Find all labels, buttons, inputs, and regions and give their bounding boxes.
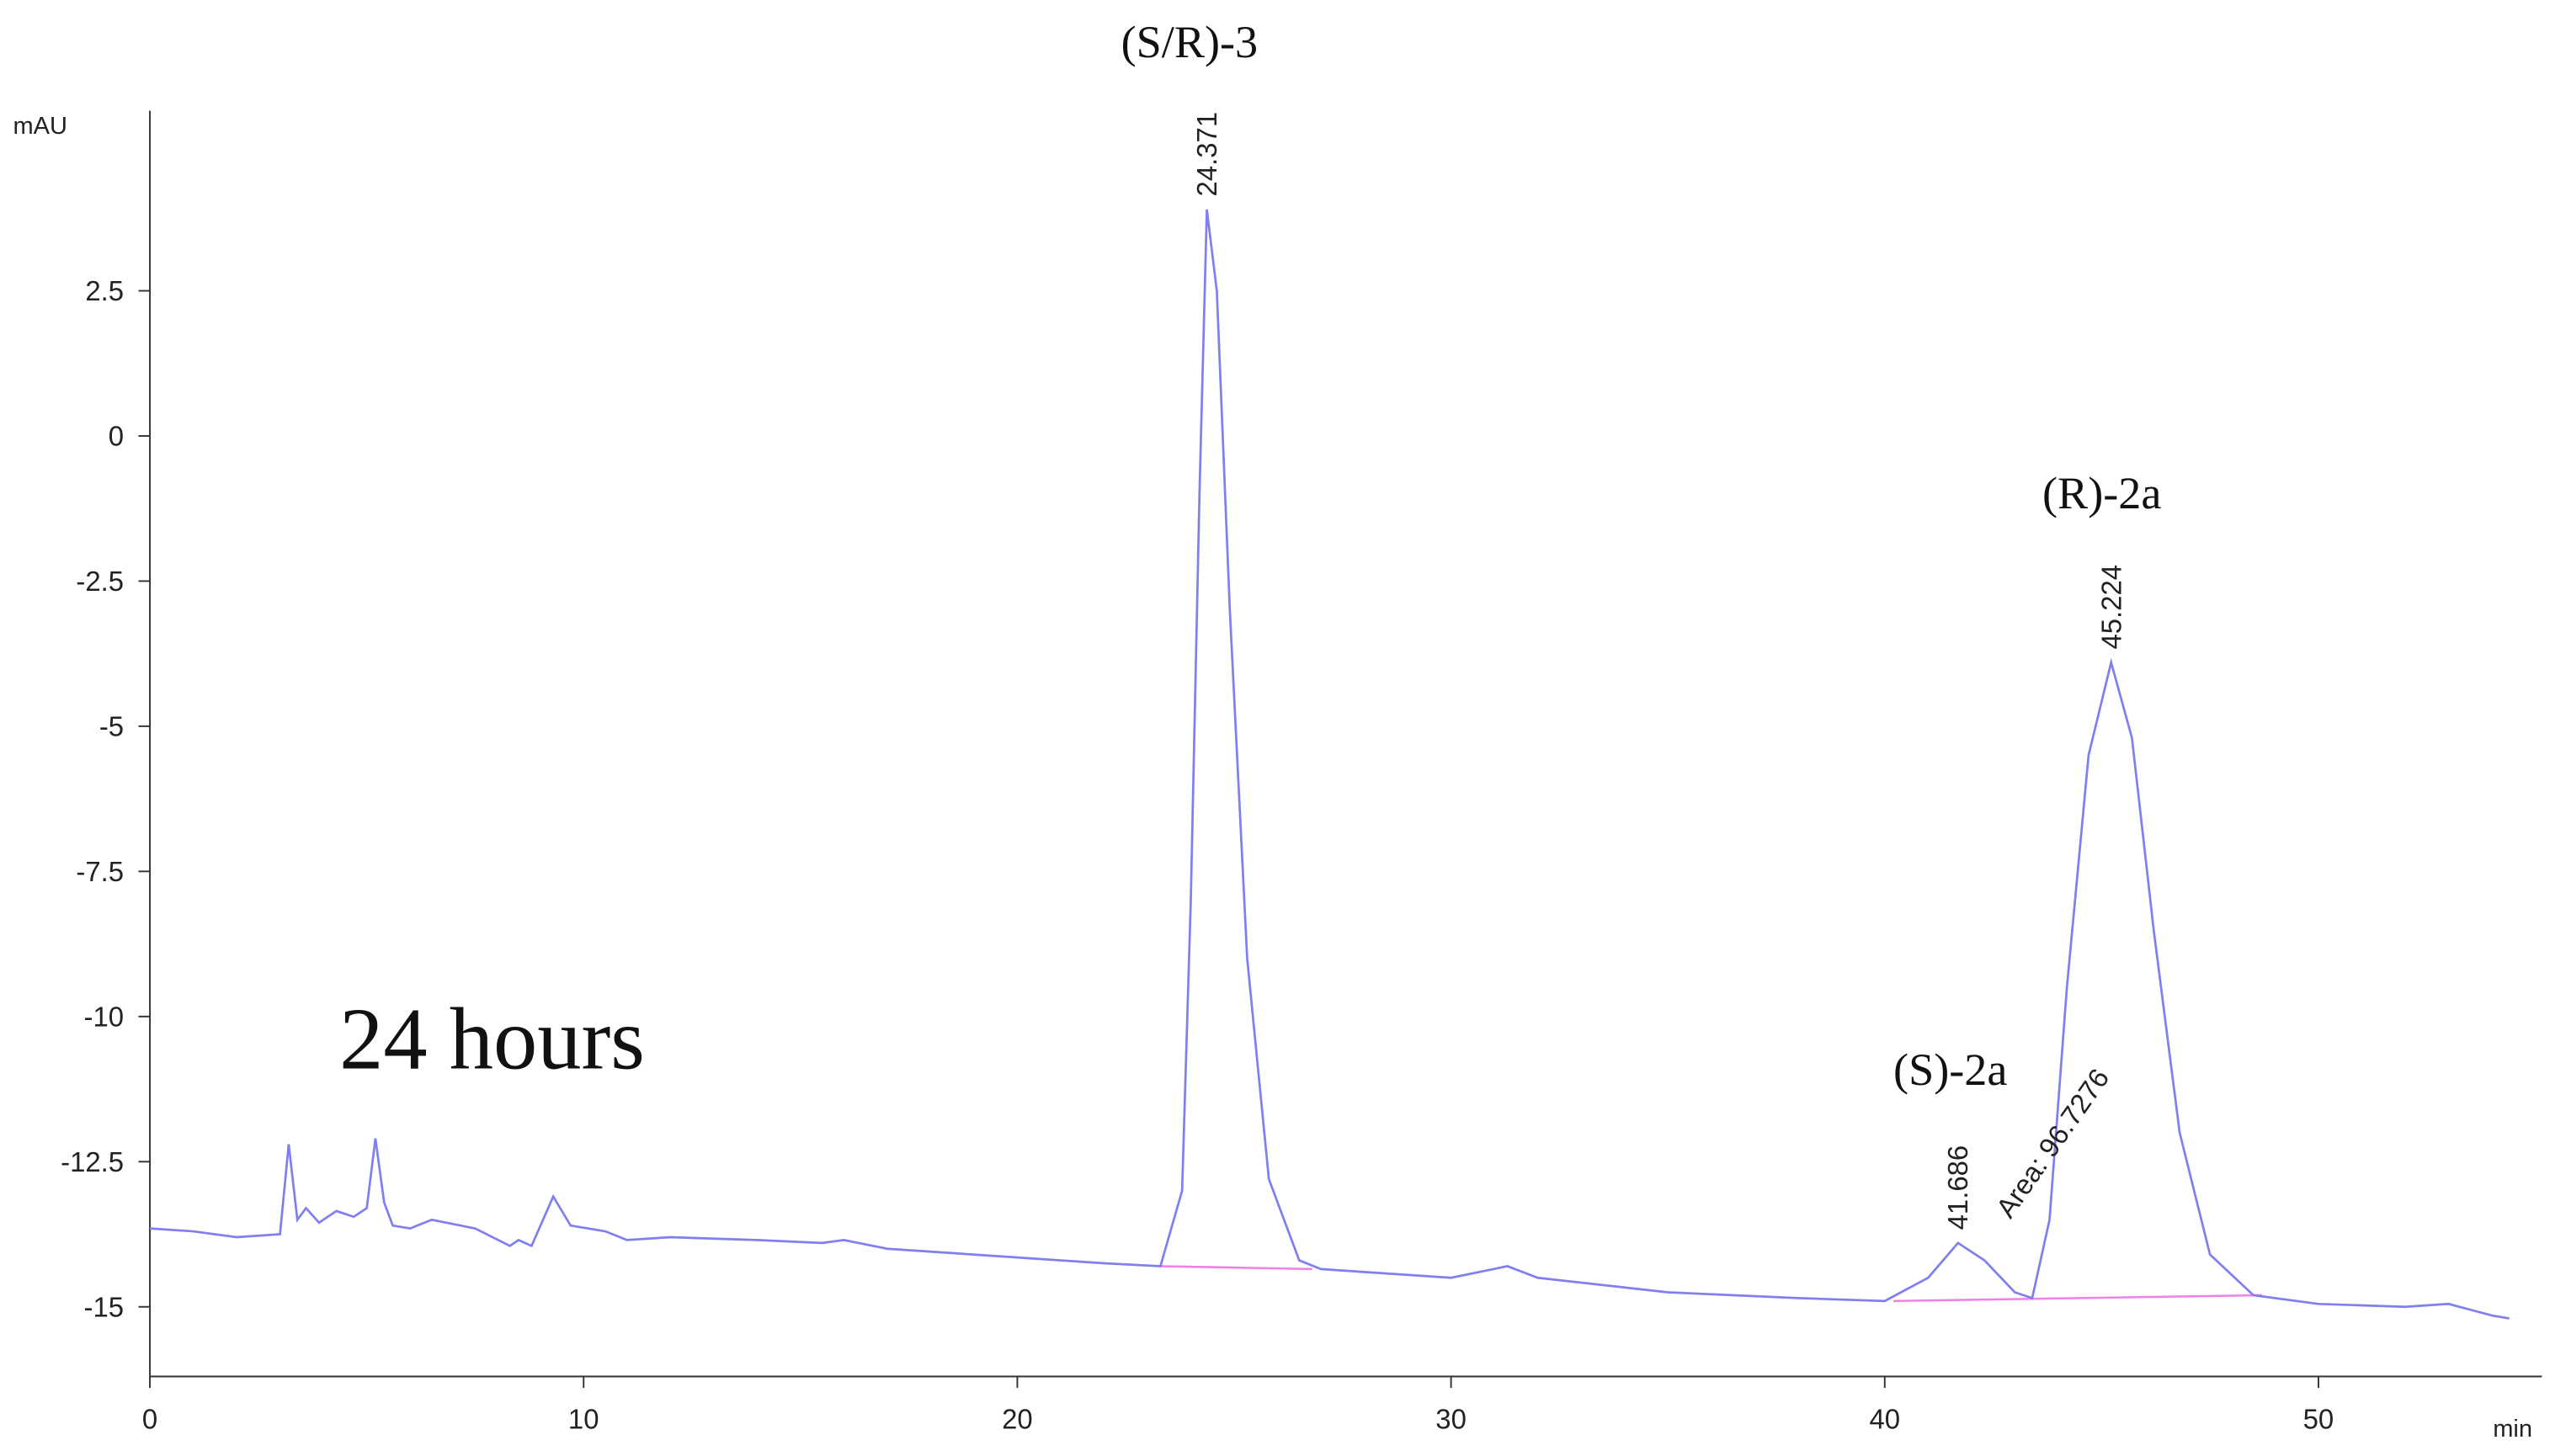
y-tick-label: -12.5 <box>61 1146 124 1177</box>
y-tick-label: -15 <box>84 1291 125 1322</box>
x-axis-label: min <box>2493 1416 2532 1443</box>
peak-annotation: (S/R)-3 <box>1121 17 1259 67</box>
area-label: Area: 96.7276 <box>1990 1063 2116 1224</box>
x-tick-label: 40 <box>1869 1403 1900 1434</box>
peak-annotation: 24 hours <box>339 991 645 1088</box>
y-tick-label: -2.5 <box>76 566 124 597</box>
y-tick-label: -10 <box>84 1001 125 1032</box>
y-tick-label: -7.5 <box>76 856 124 887</box>
x-tick-label: 30 <box>1435 1403 1467 1434</box>
y-tick-label: -5 <box>99 711 124 742</box>
x-tick-label: 0 <box>142 1403 157 1434</box>
y-tick-label: 0 <box>109 421 124 452</box>
chromatogram-line <box>149 209 2510 1320</box>
peak-annotation: (R)-2a <box>2042 468 2161 518</box>
peak-annotation: (S)-2a <box>1893 1044 2007 1095</box>
peak-time-label: 24.371 <box>1191 112 1222 197</box>
y-axis-label: mAU <box>13 113 67 140</box>
integration-baseline <box>1160 1265 1312 1271</box>
x-tick-label: 10 <box>568 1403 599 1434</box>
x-tick-label: 20 <box>1002 1403 1033 1434</box>
peak-time-label: 41.686 <box>1942 1145 1973 1230</box>
peak-time-label: 45.224 <box>2096 565 2127 650</box>
y-tick-label: 2.5 <box>85 275 124 306</box>
x-tick-label: 50 <box>2303 1403 2334 1434</box>
integration-baseline <box>1893 1294 2262 1303</box>
